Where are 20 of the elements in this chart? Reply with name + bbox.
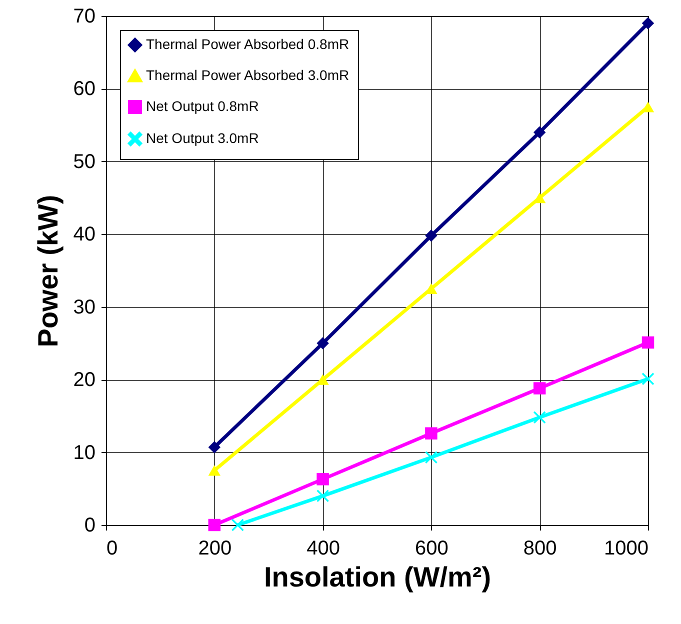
y-axis-title: Power (kW): [32, 194, 64, 348]
legend-label: Thermal Power Absorbed 3.0mR: [146, 67, 350, 83]
y-tick-label: 10: [73, 442, 96, 464]
y-tick-label: 40: [73, 224, 96, 246]
legend-label: Net Output 3.0mR: [146, 130, 259, 146]
legend-label: Net Output 0.8mR: [146, 98, 259, 114]
y-tick-label: 0: [84, 514, 96, 536]
x-tick-label: 200: [198, 538, 232, 560]
y-tick-label: 70: [73, 6, 96, 28]
legend-label: Thermal Power Absorbed 0.8mR: [146, 36, 350, 52]
x-axis-title: Insolation (W/m²): [264, 562, 492, 592]
x-tick-label: 600: [415, 538, 448, 560]
x-tick-label: 1000: [604, 538, 648, 560]
x-tick-label: 400: [306, 538, 340, 560]
y-tick-label: 20: [73, 369, 96, 392]
y-tick-label: 60: [73, 78, 96, 100]
x-tick-label: 0: [106, 538, 118, 560]
y-tick-label: 50: [73, 150, 96, 173]
x-tick-label: 800: [523, 538, 557, 560]
y-tick-label: 30: [73, 296, 96, 318]
